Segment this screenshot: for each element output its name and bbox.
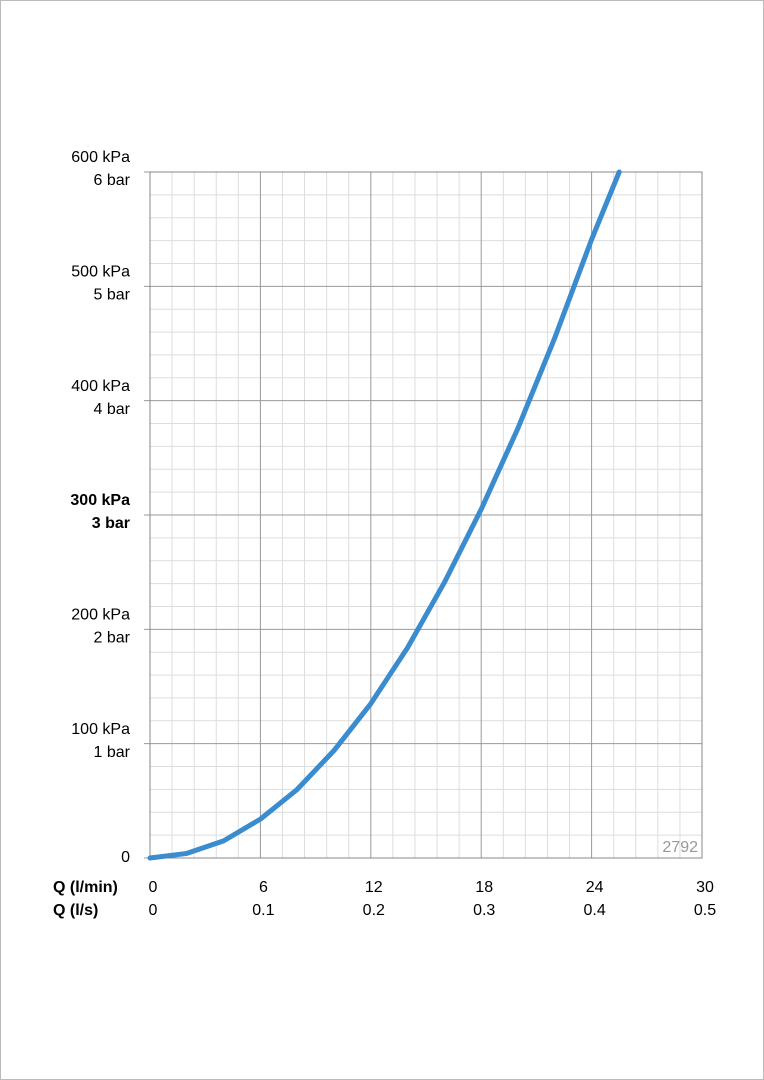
y2-tick-label: 3 bar [92, 515, 130, 532]
y2-tick-label: 4 bar [94, 401, 131, 418]
x2-tick-label: 0.3 [473, 902, 495, 919]
x2-tick-label: 0.5 [694, 902, 716, 919]
x-tick-label: 0 [149, 879, 158, 896]
y-tick-label: 0 [121, 849, 130, 866]
x-tick-label: 6 [259, 879, 268, 896]
x-tick-label: 12 [365, 879, 383, 896]
y-tick-label: 100 kPa [71, 721, 130, 738]
x2-tick-label: 0.1 [252, 902, 274, 919]
y-tick-label: 500 kPa [71, 264, 130, 281]
x2-axis-label: Q (l/s) [53, 902, 98, 919]
x-tick-label: 30 [696, 879, 714, 896]
x2-tick-label: 0.2 [363, 902, 385, 919]
y2-tick-label: 6 bar [94, 172, 131, 189]
y-tick-label: 300 kPa [70, 492, 130, 509]
y2-tick-label: 5 bar [94, 287, 131, 304]
x2-tick-label: 0 [149, 902, 158, 919]
y2-tick-label: 1 bar [94, 744, 131, 761]
y-tick-label: 400 kPa [71, 378, 130, 395]
x-axis-label: Q (l/min) [53, 879, 118, 896]
y-tick-label: 200 kPa [71, 607, 130, 624]
x-tick-label: 24 [586, 879, 604, 896]
curve [147, 169, 622, 861]
x-tick-label: 18 [475, 879, 493, 896]
annotation: 2792 [662, 839, 698, 856]
y2-tick-label: 2 bar [94, 630, 131, 647]
plot-frame [149, 171, 703, 859]
y-tick-label: 600 kPa [71, 149, 130, 166]
x2-tick-label: 0.4 [583, 902, 605, 919]
